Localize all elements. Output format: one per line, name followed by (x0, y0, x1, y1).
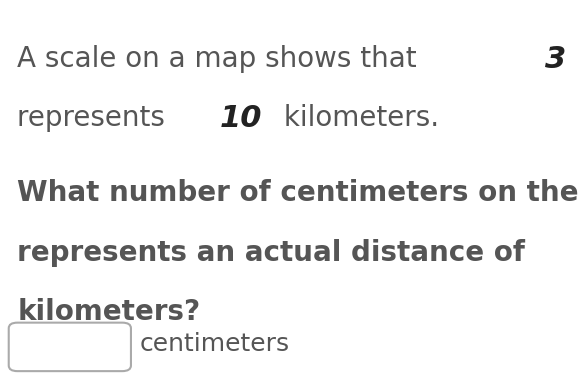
Text: 3: 3 (545, 45, 566, 74)
Text: represents an actual distance of: represents an actual distance of (17, 239, 535, 267)
Text: What number of centimeters on the map: What number of centimeters on the map (17, 179, 582, 207)
Text: centimeters: centimeters (140, 332, 290, 356)
Text: represents: represents (17, 104, 174, 132)
Text: kilometers.: kilometers. (275, 104, 439, 132)
Text: 10: 10 (220, 104, 262, 134)
FancyBboxPatch shape (9, 323, 131, 371)
Text: kilometers?: kilometers? (17, 298, 201, 326)
Text: A scale on a map shows that: A scale on a map shows that (17, 45, 426, 73)
Text: centimeters: centimeters (572, 45, 582, 73)
